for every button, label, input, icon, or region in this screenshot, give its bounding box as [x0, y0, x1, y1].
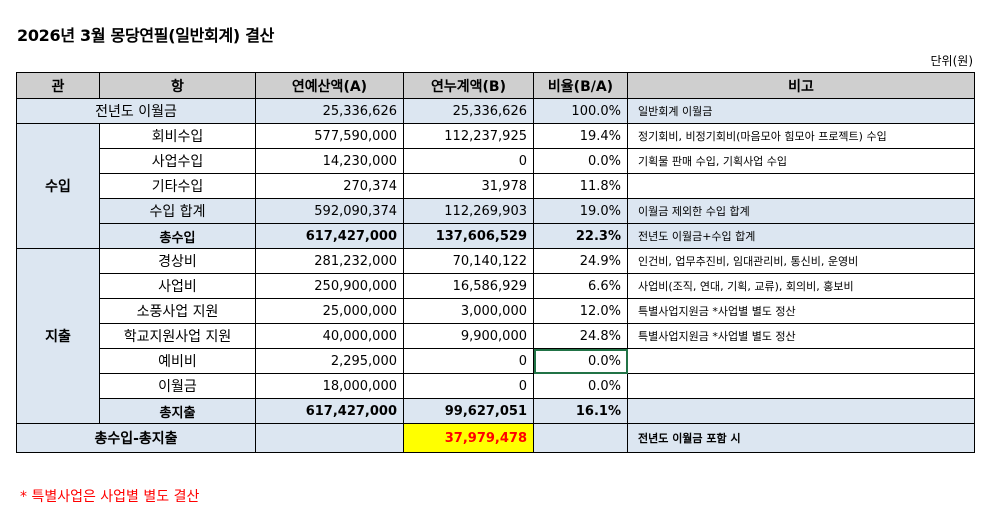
- row-item[interactable]: 소풍사업 지원: [99, 298, 256, 324]
- expense-total-label[interactable]: 총지출: [99, 398, 256, 424]
- row-item[interactable]: 학교지원사업 지원: [99, 323, 256, 349]
- row-item[interactable]: 사업수입: [99, 148, 256, 174]
- row-budget[interactable]: 592,090,374: [255, 198, 404, 224]
- row-actual[interactable]: 112,237,925: [403, 123, 534, 149]
- row-budget[interactable]: 577,590,000: [255, 123, 404, 149]
- row-actual[interactable]: 0: [403, 373, 534, 399]
- table-row: 사업수입 14,230,000 0 0.0% 기획물 판매 수입, 기획사업 수…: [17, 148, 975, 174]
- selected-cell[interactable]: 0.0%: [533, 348, 628, 374]
- unit-label: 단위(원): [930, 54, 973, 68]
- row-note[interactable]: 정기회비, 비정기회비(마음모아 힘모아 프로젝트) 수입: [627, 123, 975, 149]
- row-ratio[interactable]: 6.6%: [533, 273, 628, 299]
- row-actual[interactable]: 112,269,903: [403, 198, 534, 224]
- footnote: * 특별사업은 사업별 별도 결산: [20, 489, 200, 505]
- header-note[interactable]: 비고: [627, 72, 975, 99]
- row-actual[interactable]: 0: [403, 348, 534, 374]
- row-ratio[interactable]: 19.4%: [533, 123, 628, 149]
- expense-total-budget[interactable]: 617,427,000: [255, 398, 404, 424]
- row-ratio[interactable]: 24.8%: [533, 323, 628, 349]
- row-item[interactable]: 이월금: [99, 373, 256, 399]
- row-budget[interactable]: 2,295,000: [255, 348, 404, 374]
- row-ratio[interactable]: 12.0%: [533, 298, 628, 324]
- row-item[interactable]: 사업비: [99, 273, 256, 299]
- table-row: 수입 회비수입 577,590,000 112,237,925 19.4% 정기…: [16, 123, 975, 249]
- header-ratio[interactable]: 비율(B/A): [533, 72, 628, 99]
- row-budget[interactable]: 40,000,000: [255, 323, 404, 349]
- row-note[interactable]: 이월금 제외한 수입 합계: [627, 198, 975, 224]
- row-item[interactable]: 예비비: [99, 348, 256, 374]
- table-row: 사업비 250,900,000 16,586,929 6.6% 사업비(조직, …: [17, 273, 975, 299]
- carryover-actual[interactable]: 25,336,626: [403, 98, 534, 124]
- income-subtotal-row: 수입 합계 592,090,374 112,269,903 19.0% 이월금 …: [16, 198, 975, 224]
- carryover-ratio[interactable]: 100.0%: [533, 98, 628, 124]
- row-note[interactable]: [627, 173, 975, 199]
- income-group-label[interactable]: 수입: [16, 123, 100, 249]
- table-row: 소풍사업 지원 25,000,000 3,000,000 12.0% 특별사업지…: [17, 298, 975, 324]
- header-hang[interactable]: 항: [99, 72, 256, 99]
- row-actual[interactable]: 9,900,000: [403, 323, 534, 349]
- balance-budget[interactable]: [255, 423, 404, 453]
- row-budget[interactable]: 270,374: [255, 173, 404, 199]
- table-row: 예비비 2,295,000 0 0.0%: [17, 348, 975, 374]
- table-row: 지출 경상비 281,232,000 70,140,122 24.9% 인건비,…: [16, 248, 975, 424]
- row-note[interactable]: [627, 373, 975, 399]
- row-budget[interactable]: 25,000,000: [255, 298, 404, 324]
- row-item[interactable]: 경상비: [99, 248, 256, 274]
- report-title: 2026년 3월 몽당연필(일반회계) 결산: [17, 26, 275, 45]
- income-total-note[interactable]: 전년도 이월금+수입 합계: [627, 223, 975, 249]
- row-note[interactable]: 특별사업지원금 *사업별 별도 정산: [627, 323, 975, 349]
- income-total-budget[interactable]: 617,427,000: [255, 223, 404, 249]
- row-note[interactable]: 인건비, 업무추진비, 임대관리비, 통신비, 운영비: [627, 248, 975, 274]
- row-ratio[interactable]: 19.0%: [533, 198, 628, 224]
- expense-total-note[interactable]: [627, 398, 975, 424]
- row-budget[interactable]: 14,230,000: [255, 148, 404, 174]
- row-note[interactable]: [627, 348, 975, 374]
- income-total-ratio[interactable]: 22.3%: [533, 223, 628, 249]
- row-actual[interactable]: 16,586,929: [403, 273, 534, 299]
- row-note[interactable]: 기획물 판매 수입, 기획사업 수입: [627, 148, 975, 174]
- income-total-row: 총수입 617,427,000 137,606,529 22.3% 전년도 이월…: [16, 223, 975, 249]
- header-gwan[interactable]: 관: [16, 72, 100, 99]
- row-actual[interactable]: 31,978: [403, 173, 534, 199]
- balance-note[interactable]: 전년도 이월금 포함 시: [627, 423, 975, 453]
- row-budget[interactable]: 250,900,000: [255, 273, 404, 299]
- header-budget[interactable]: 연예산액(A): [255, 72, 404, 99]
- row-ratio[interactable]: 24.9%: [533, 248, 628, 274]
- carryover-budget[interactable]: 25,336,626: [255, 98, 404, 124]
- income-total-label[interactable]: 총수입: [99, 223, 256, 249]
- row-ratio[interactable]: 0.0%: [533, 148, 628, 174]
- row-note[interactable]: 사업비(조직, 연대, 기획, 교류), 회의비, 홍보비: [627, 273, 975, 299]
- row-ratio[interactable]: 11.8%: [533, 173, 628, 199]
- balance-label[interactable]: 총수입-총지출: [16, 423, 256, 453]
- row-actual[interactable]: 0: [403, 148, 534, 174]
- table-row: 이월금 18,000,000 0 0.0%: [17, 373, 975, 399]
- table-row: 기타수입 270,374 31,978 11.8%: [17, 173, 975, 199]
- income-total-actual[interactable]: 137,606,529: [403, 223, 534, 249]
- row-note[interactable]: 특별사업지원금 *사업별 별도 정산: [627, 298, 975, 324]
- row-item[interactable]: 회비수입: [99, 123, 256, 149]
- row-actual[interactable]: 3,000,000: [403, 298, 534, 324]
- header-row: 관 항 연예산액(A) 연누계액(B) 비율(B/A) 비고: [16, 72, 975, 99]
- row-item[interactable]: 기타수입: [99, 173, 256, 199]
- balance-row: 총수입-총지출 37,979,478 전년도 이월금 포함 시: [16, 423, 975, 453]
- expense-total-actual[interactable]: 99,627,051: [403, 398, 534, 424]
- balance-ratio[interactable]: [533, 423, 628, 453]
- row-budget[interactable]: 18,000,000: [255, 373, 404, 399]
- row-item[interactable]: 수입 합계: [99, 198, 256, 224]
- expense-total-row: 총지출 617,427,000 99,627,051 16.1%: [16, 398, 975, 424]
- expense-group-label[interactable]: 지출: [16, 248, 100, 424]
- header-actual[interactable]: 연누계액(B): [403, 72, 534, 99]
- row-budget[interactable]: 281,232,000: [255, 248, 404, 274]
- expense-total-ratio[interactable]: 16.1%: [533, 398, 628, 424]
- balance-actual[interactable]: 37,979,478: [403, 423, 534, 453]
- settlement-table: 관 항 연예산액(A) 연누계액(B) 비율(B/A) 비고 전년도 이월금 2…: [16, 72, 975, 453]
- table-row: 학교지원사업 지원 40,000,000 9,900,000 24.8% 특별사…: [17, 323, 975, 349]
- carryover-label[interactable]: 전년도 이월금: [16, 98, 256, 124]
- row-actual[interactable]: 70,140,122: [403, 248, 534, 274]
- carryover-note[interactable]: 일반회계 이월금: [627, 98, 975, 124]
- carryover-row: 전년도 이월금 25,336,626 25,336,626 100.0% 일반회…: [16, 98, 975, 124]
- row-ratio[interactable]: 0.0%: [533, 373, 628, 399]
